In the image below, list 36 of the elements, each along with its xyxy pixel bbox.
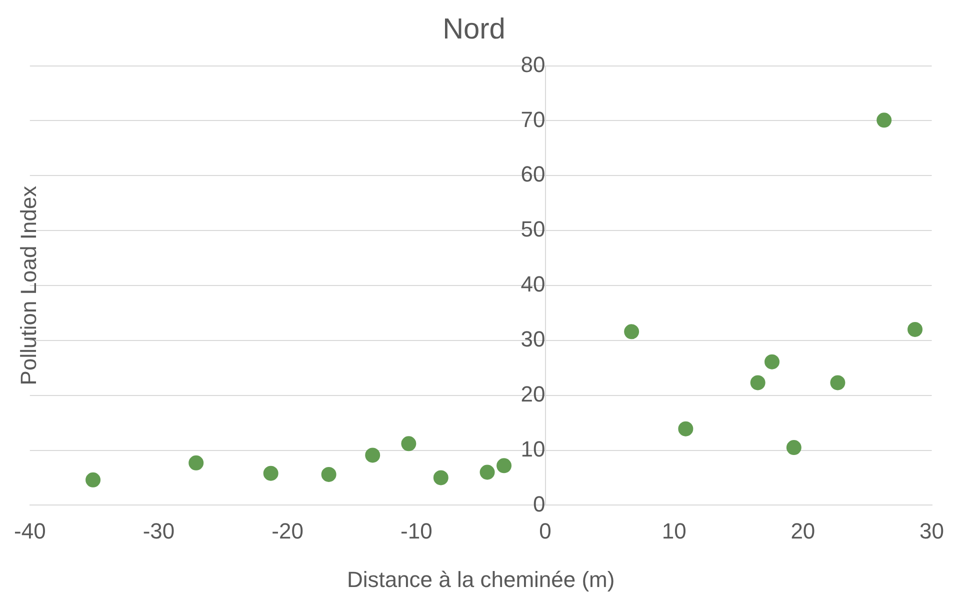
- y-tick-label: 70: [520, 106, 546, 132]
- point: [263, 466, 278, 481]
- x-tick-label: 20: [790, 518, 816, 544]
- point: [908, 322, 923, 337]
- point: [876, 112, 892, 128]
- y-tick-label: 40: [520, 272, 546, 297]
- point: [401, 436, 416, 452]
- y-tick-label: 10: [520, 436, 546, 462]
- point: [365, 448, 380, 463]
- y-tick-label: 80: [520, 52, 546, 77]
- point: [830, 375, 846, 390]
- point: [86, 472, 101, 488]
- x-tick-label: -30: [142, 518, 175, 544]
- point: [433, 470, 448, 486]
- x-axis-title: Distance à la cheminée (m): [346, 566, 615, 592]
- x-tick-label: -20: [272, 518, 304, 544]
- point: [764, 354, 780, 370]
- y-axis-title: Pollution Load Index: [16, 186, 42, 386]
- y-tick-label: 50: [520, 216, 546, 242]
- point: [496, 458, 512, 474]
- point: [786, 440, 802, 456]
- point: [750, 375, 766, 390]
- x-tick-label: -10: [400, 518, 432, 544]
- point: [321, 466, 336, 482]
- y-tick-label: 20: [520, 381, 546, 406]
- chart-title: Nord: [442, 13, 506, 46]
- y-tick-label: 30: [520, 326, 546, 352]
- point: [624, 324, 640, 340]
- x-tick-label: 30: [920, 518, 944, 544]
- point: [480, 464, 495, 480]
- y-tick-label: 60: [520, 162, 546, 187]
- x-tick-label: 10: [662, 518, 686, 544]
- point: [188, 455, 204, 470]
- point: [678, 421, 694, 436]
- x-tick-label: -40: [14, 518, 46, 544]
- y-tick-label: 0: [533, 491, 546, 516]
